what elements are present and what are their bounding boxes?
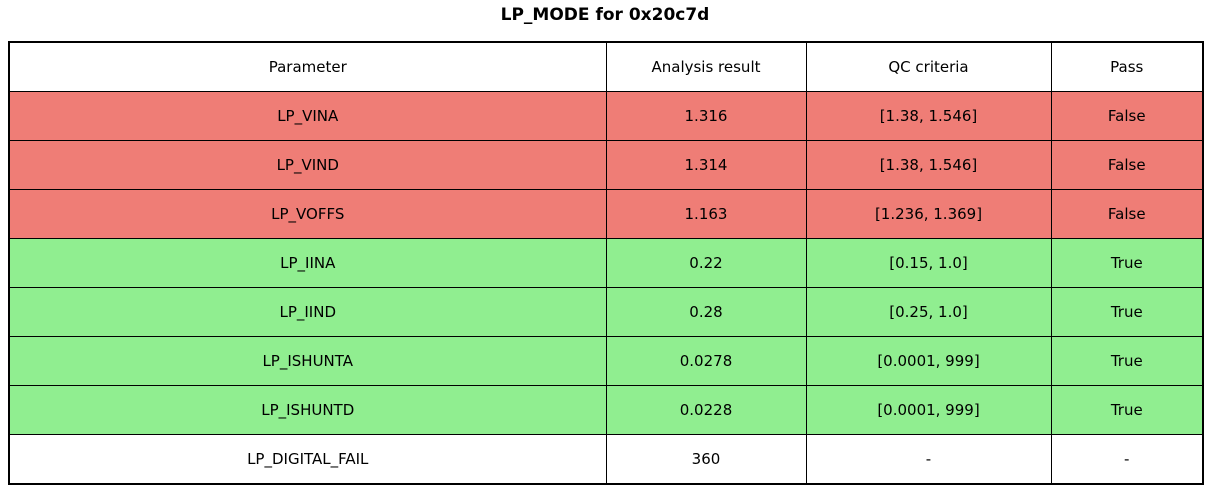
cell-pass: True (1050, 287, 1204, 337)
cell-pass: False (1050, 189, 1204, 239)
table-row: LP_DIGITAL_FAIL 360- - (8, 434, 1204, 485)
cell-analysis-result: 0.0278 (605, 336, 807, 386)
table-row: LP_VOFFS 1.163 [1.236, 1.369] False (8, 189, 1204, 239)
cell-analysis-result: 1.314 (605, 140, 807, 190)
cell-qc-criteria: [1.38, 1.546] (805, 91, 1052, 141)
table-row: LP_ISHUNTA 0.0278 [0.0001, 999] True (8, 336, 1204, 386)
cell-analysis-result: 0.28 (605, 287, 807, 337)
cell-parameter: LP_ISHUNTD (8, 385, 607, 435)
table-row: LP_ISHUNTD 0.0228 [0.0001, 999] True (8, 385, 1204, 435)
cell-parameter: LP_VINA (8, 91, 607, 141)
cell-pass: True (1050, 385, 1204, 435)
cell-parameter: LP_ISHUNTA (8, 336, 607, 386)
header-cell: QC criteria (805, 41, 1052, 92)
cell-pass: True (1050, 238, 1204, 288)
cell-parameter: LP_DIGITAL_FAIL (8, 434, 607, 485)
cell-qc-criteria: [0.15, 1.0] (805, 238, 1052, 288)
table-row: LP_VINA 1.316 [1.38, 1.546] False (8, 91, 1204, 141)
cell-qc-criteria: [1.38, 1.546] (805, 140, 1052, 190)
qc-results-table: Parameter Analysis result QC criteria Pass … (8, 41, 1204, 485)
cell-analysis-result: 360 (605, 434, 807, 485)
cell-parameter: LP_VOFFS (8, 189, 607, 239)
header-row: Parameter Analysis result QC criteria Pass (8, 41, 1204, 92)
cell-pass: False (1050, 91, 1204, 141)
cell-parameter: LP_IIND (8, 287, 607, 337)
cell-parameter: LP_VIND (8, 140, 607, 190)
cell-pass: False (1050, 140, 1204, 190)
table-row: LP_VIND 1.314 [1.38, 1.546] False (8, 140, 1204, 190)
page-title: LP_MODE for 0x20c7d (500, 5, 710, 25)
header-cell: Pass (1050, 41, 1204, 92)
cell-qc-criteria: - (805, 434, 1052, 485)
cell-pass: - (1050, 434, 1204, 485)
cell-analysis-result: 1.316 (605, 91, 807, 141)
table-body: LP_VINA 1.316 [1.38, 1.546] False LP_VIND 1.3… (8, 91, 1204, 485)
table-row: LP_IIND 0.28 [0.25, 1.0] True (8, 287, 1204, 337)
cell-analysis-result: 0.0228 (605, 385, 807, 435)
cell-qc-criteria: [0.25, 1.0] (805, 287, 1052, 337)
cell-qc-criteria: [0.0001, 999] (805, 336, 1052, 386)
cell-qc-criteria: [1.236, 1.369] (805, 189, 1052, 239)
header-cell: Parameter (8, 41, 607, 92)
cell-analysis-result: 1.163 (605, 189, 807, 239)
header-cell: Analysis result (605, 41, 807, 92)
cell-parameter: LP_IINA (8, 238, 607, 288)
cell-analysis-result: 0.22 (605, 238, 807, 288)
cell-pass: True (1050, 336, 1204, 386)
table-row: LP_IINA 0.22 [0.15, 1.0] True (8, 238, 1204, 288)
cell-qc-criteria: [0.0001, 999] (805, 385, 1052, 435)
